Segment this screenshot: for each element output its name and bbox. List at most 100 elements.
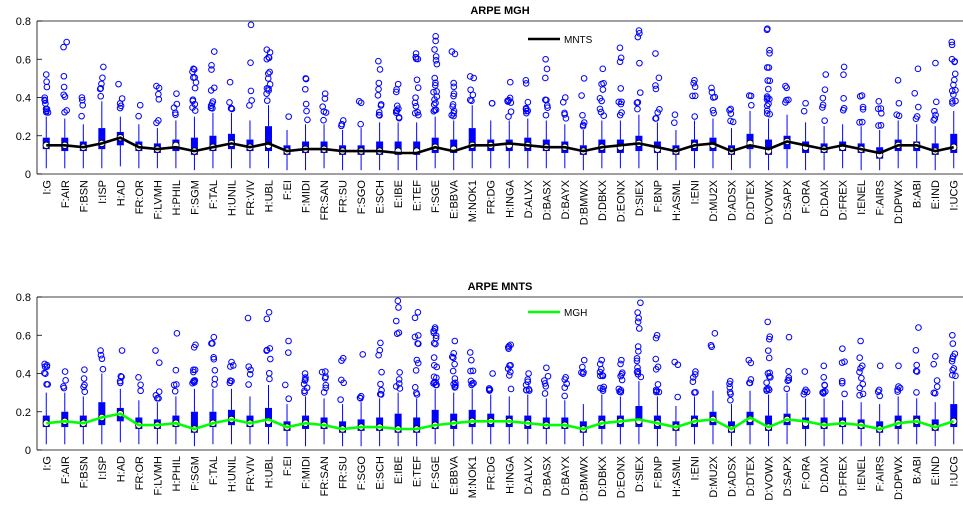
box-F:SGM [189, 65, 200, 171]
outlier-point [952, 372, 959, 380]
outlier-point [78, 112, 85, 120]
box-F:MIDI [301, 75, 311, 171]
box-F:EI [281, 337, 293, 447]
outlier-point [210, 333, 218, 341]
outlier-point [915, 324, 922, 331]
outlier-point [116, 100, 124, 107]
outlier-point [377, 380, 384, 388]
outlier-point [60, 83, 68, 91]
outlier-point [821, 86, 829, 93]
outlier-point [191, 379, 198, 386]
outlier-point [116, 104, 124, 112]
outlier-point [542, 55, 549, 63]
outlier-point [948, 87, 956, 95]
outlier-point [411, 333, 419, 341]
box-D:ALVX [522, 76, 532, 169]
box-E:IBE [392, 80, 403, 171]
x-tick-label: H:INGA [504, 455, 516, 494]
outlier-point [710, 109, 717, 117]
outlier-point [542, 382, 550, 390]
outlier-point [302, 100, 310, 108]
x-tick-label: H:UNIL [226, 456, 238, 492]
outlier-point [394, 297, 402, 305]
box-D:BASX [541, 364, 552, 445]
outlier-point [431, 74, 439, 82]
box-D:SIEX [633, 27, 644, 169]
box-D:FREX [838, 345, 848, 445]
outlier-point [285, 395, 293, 403]
outlier-point [727, 390, 734, 398]
outlier-point [522, 386, 530, 394]
outlier-point [542, 111, 550, 119]
outlier-point [726, 380, 733, 388]
outlier-point [931, 115, 939, 122]
outlier-point [763, 96, 771, 103]
outlier-point [78, 96, 86, 104]
outlier-point [599, 65, 607, 73]
outlier-point [190, 344, 198, 351]
x-tick-label: F:SGO [356, 456, 368, 491]
outlier-point [748, 101, 755, 109]
outlier-point [321, 95, 329, 102]
outlier-point [41, 97, 49, 104]
box-D:MU2X [707, 330, 719, 445]
box-E:SCH [374, 57, 385, 171]
outlier-point [821, 381, 828, 389]
box-M:NOK1 [466, 349, 477, 445]
outlier-point [396, 369, 403, 376]
x-tick-label: E:IBE [393, 456, 405, 484]
box-F:SGO [355, 98, 365, 171]
y-tick-label: 0.4 [16, 369, 31, 381]
outlier-point [247, 87, 255, 95]
box-FR:DG [485, 370, 496, 445]
outlier-point [392, 317, 400, 325]
outlier-point [914, 65, 922, 73]
outlier-point [933, 377, 941, 384]
outlier-point [505, 113, 512, 120]
outlier-point [617, 388, 625, 396]
outlier-point [450, 354, 457, 362]
outlier-point [153, 394, 161, 402]
outlier-point [856, 119, 863, 126]
outlier-point [878, 109, 885, 117]
x-tick-label: F:AIR [60, 180, 72, 208]
outlier-point [951, 70, 959, 78]
box-FR:SU [337, 354, 347, 447]
outlier-point [915, 103, 922, 111]
x-tick-label: I:ENEL [856, 456, 868, 491]
outlier-point [208, 61, 215, 69]
outlier-point [507, 108, 515, 115]
outlier-point [616, 44, 624, 52]
box-E:IND [930, 352, 941, 447]
x-tick-label: F:SGE [430, 180, 442, 213]
outlier-point [747, 376, 755, 383]
x-tick-label: D:DBKX [597, 179, 609, 221]
outlier-point [265, 309, 273, 316]
outlier-point [635, 314, 642, 322]
outlier-point [376, 390, 384, 398]
outlier-point [393, 330, 401, 337]
x-tick-label: F:BSN [78, 456, 90, 488]
x-tick-label: FR:VIV [245, 455, 257, 491]
outlier-point [430, 88, 437, 96]
outlier-point [395, 380, 403, 387]
outlier-point [726, 384, 734, 391]
outlier-point [763, 107, 771, 114]
outlier-point [912, 115, 920, 123]
box-F:TAL [208, 333, 219, 445]
box-H:ASML [671, 358, 682, 447]
series-line-MNTS [46, 136, 954, 155]
box-E:SCH [375, 339, 385, 447]
x-tick-label: D:FREX [838, 455, 850, 496]
outlier-point [375, 79, 383, 87]
outlier-point [765, 354, 773, 362]
outlier-point [136, 101, 144, 109]
box-I:ISP [97, 347, 107, 445]
outlier-point [948, 357, 956, 365]
outlier-point [413, 356, 421, 364]
outlier-point [616, 111, 624, 119]
box-I:G [41, 71, 52, 169]
x-tick-label: D:DAIX [819, 455, 831, 492]
outlier-point [61, 93, 69, 100]
x-tick-label: F:EI [282, 180, 294, 200]
